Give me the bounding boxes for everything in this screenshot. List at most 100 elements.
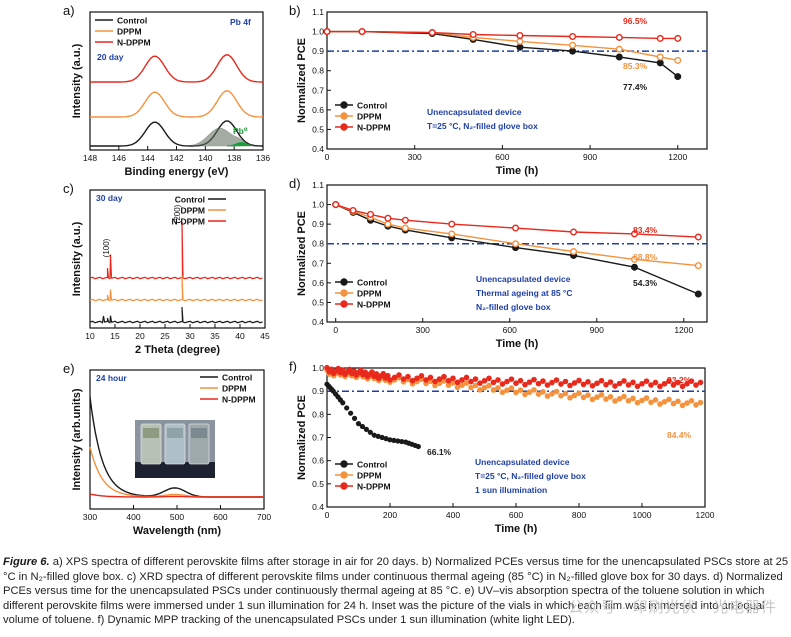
- panel-f-point-dppm: [684, 400, 690, 406]
- panel-f-point-dppm: [661, 398, 668, 405]
- panel-f-xtick-label: 1200: [696, 510, 715, 520]
- panel-b-point: [656, 59, 664, 67]
- panel-f-value-label-0: 93.2%: [667, 375, 692, 385]
- panel-c-xtick-label: 15: [110, 331, 120, 341]
- panel-c-series-control: [89, 306, 263, 324]
- panel-d-point: [570, 228, 578, 236]
- panel-c-series-ndppm: [89, 221, 263, 280]
- panel-f-point-dppm: [472, 382, 479, 389]
- panel-d-point: [349, 206, 357, 214]
- panel-e-legend-label: DPPM: [222, 384, 247, 394]
- panel-f-xtick-label: 1000: [633, 510, 652, 520]
- panel-f-point-dppm: [697, 399, 704, 406]
- panel-a-letter: a): [63, 3, 75, 18]
- panel-f-point-n-dppm: [499, 381, 506, 387]
- panel-b-condition-2: T=25 °C, N₂-filled glove box: [427, 121, 538, 131]
- panel-b-value-label-2: 77.4%: [623, 82, 648, 92]
- panel-a-xtick-label: 146: [112, 153, 126, 163]
- panel-b-xtick-label: 0: [325, 152, 330, 162]
- panel-b-point: [656, 34, 664, 42]
- panel-d-point: [512, 240, 520, 248]
- panel-f-point-control: [375, 433, 381, 439]
- panel-c-series-dppm: [89, 274, 263, 302]
- panel-f-point-n-dppm: [432, 378, 438, 385]
- panel-d-point: [630, 263, 638, 271]
- panel-f-point-n-dppm: [594, 380, 600, 387]
- panel-d-point: [448, 230, 456, 238]
- panel-e-legend-label: Control: [222, 373, 252, 383]
- panel-f-point-control: [371, 432, 377, 438]
- panel-f-xtick-label: 400: [446, 510, 460, 520]
- panel-d-point: [512, 224, 520, 232]
- panel-f-point-n-dppm: [648, 382, 654, 388]
- panel-f-point-n-dppm: [643, 378, 650, 384]
- panel-f-point-dppm: [679, 402, 686, 409]
- panel-b-xtick-label: 900: [583, 152, 597, 162]
- panel-f-point-n-dppm: [607, 379, 614, 385]
- panel-f-point-dppm: [580, 394, 587, 401]
- panel-f-point-dppm: [589, 396, 596, 403]
- panel-f-point-n-dppm: [697, 379, 704, 386]
- panel-d-ytick-label: 0.6: [312, 278, 324, 288]
- panel-f-point-n-dppm: [409, 377, 416, 384]
- panel-f-point-dppm: [594, 394, 600, 400]
- panel-b-point: [428, 29, 436, 37]
- panel-f-point-n-dppm: [490, 379, 497, 386]
- panel-b-xtick-label: 1200: [668, 152, 687, 162]
- panel-b-legend-marker: [340, 101, 348, 109]
- panel-f-xtick-label: 200: [383, 510, 397, 520]
- panel-f-point-n-dppm: [418, 373, 425, 379]
- panel-f-point-dppm: [625, 397, 632, 404]
- panel-f-value-label-1: 84.4%: [667, 430, 692, 440]
- panel-b-ytick-label: 0.4: [312, 144, 324, 154]
- panel-f-point-dppm: [540, 389, 546, 395]
- panel-b-point: [358, 28, 366, 36]
- panel-f-point-n-dppm: [621, 378, 627, 384]
- panel-f-point-n-dppm: [477, 380, 483, 386]
- panel-d-legend-marker: [340, 278, 348, 286]
- panel-d-point: [401, 216, 409, 224]
- panel-d-xtick-label: 0: [333, 325, 338, 335]
- panel-a-xtick-label: 144: [141, 153, 155, 163]
- panel-f-point-dppm: [522, 391, 528, 398]
- panel-b-ytick-label: 0.7: [312, 85, 324, 95]
- panel-e-letter: e): [63, 361, 75, 376]
- panel-b-xtick-label: 300: [408, 152, 422, 162]
- panel-f-point-dppm: [576, 390, 582, 397]
- panel-f-point-dppm: [598, 392, 605, 398]
- panel-d-point: [570, 248, 578, 256]
- panel-f-point-dppm: [441, 378, 447, 384]
- caption-lead: Figure 6.: [3, 556, 50, 568]
- panel-f-point-n-dppm: [357, 367, 364, 374]
- panel-d-letter: d): [289, 176, 301, 191]
- panel-f-condition-3: 1 sun illumination: [475, 485, 547, 495]
- panel-b-ytick-label: 0.5: [312, 124, 324, 134]
- panel-f-point-n-dppm: [630, 379, 636, 386]
- watermark: 公众号 · 印刷光伏 · 光电器件: [568, 599, 777, 616]
- panel-c-legend-label: DPPM: [180, 206, 205, 216]
- panel-f-point-n-dppm: [684, 380, 690, 387]
- panel-f-xtick-label: 0: [325, 510, 330, 520]
- panel-f-point-n-dppm: [513, 380, 519, 387]
- panel-f-point-control: [387, 437, 393, 443]
- panel-f-point-dppm: [553, 388, 560, 395]
- panel-f-point-n-dppm: [580, 381, 587, 388]
- panel-f-point-n-dppm: [373, 371, 380, 377]
- panel-b-xlabel: Time (h): [496, 165, 539, 177]
- panel-f-point-n-dppm: [634, 383, 641, 390]
- panel-b-ytick-label: 1.0: [312, 27, 324, 37]
- panel-f-point-n-dppm: [405, 373, 411, 380]
- panel-f-point-n-dppm: [589, 383, 596, 389]
- panel-e-series-ndppm: [89, 493, 264, 498]
- panel-f-point-n-dppm: [468, 378, 474, 385]
- panel-f-legend-label: N-DPPM: [357, 482, 391, 492]
- panel-f-legend-label: DPPM: [357, 471, 382, 481]
- panel-b-point: [323, 28, 331, 36]
- panel-f-legend-marker: [340, 471, 348, 479]
- panel-f-point-n-dppm: [688, 378, 695, 384]
- panel-b-point: [674, 56, 682, 64]
- panel-d-ytick-label: 1.0: [312, 200, 324, 210]
- panel-b-point: [656, 53, 664, 61]
- panel-f-point-control: [399, 438, 405, 445]
- panel-b-point: [516, 37, 524, 45]
